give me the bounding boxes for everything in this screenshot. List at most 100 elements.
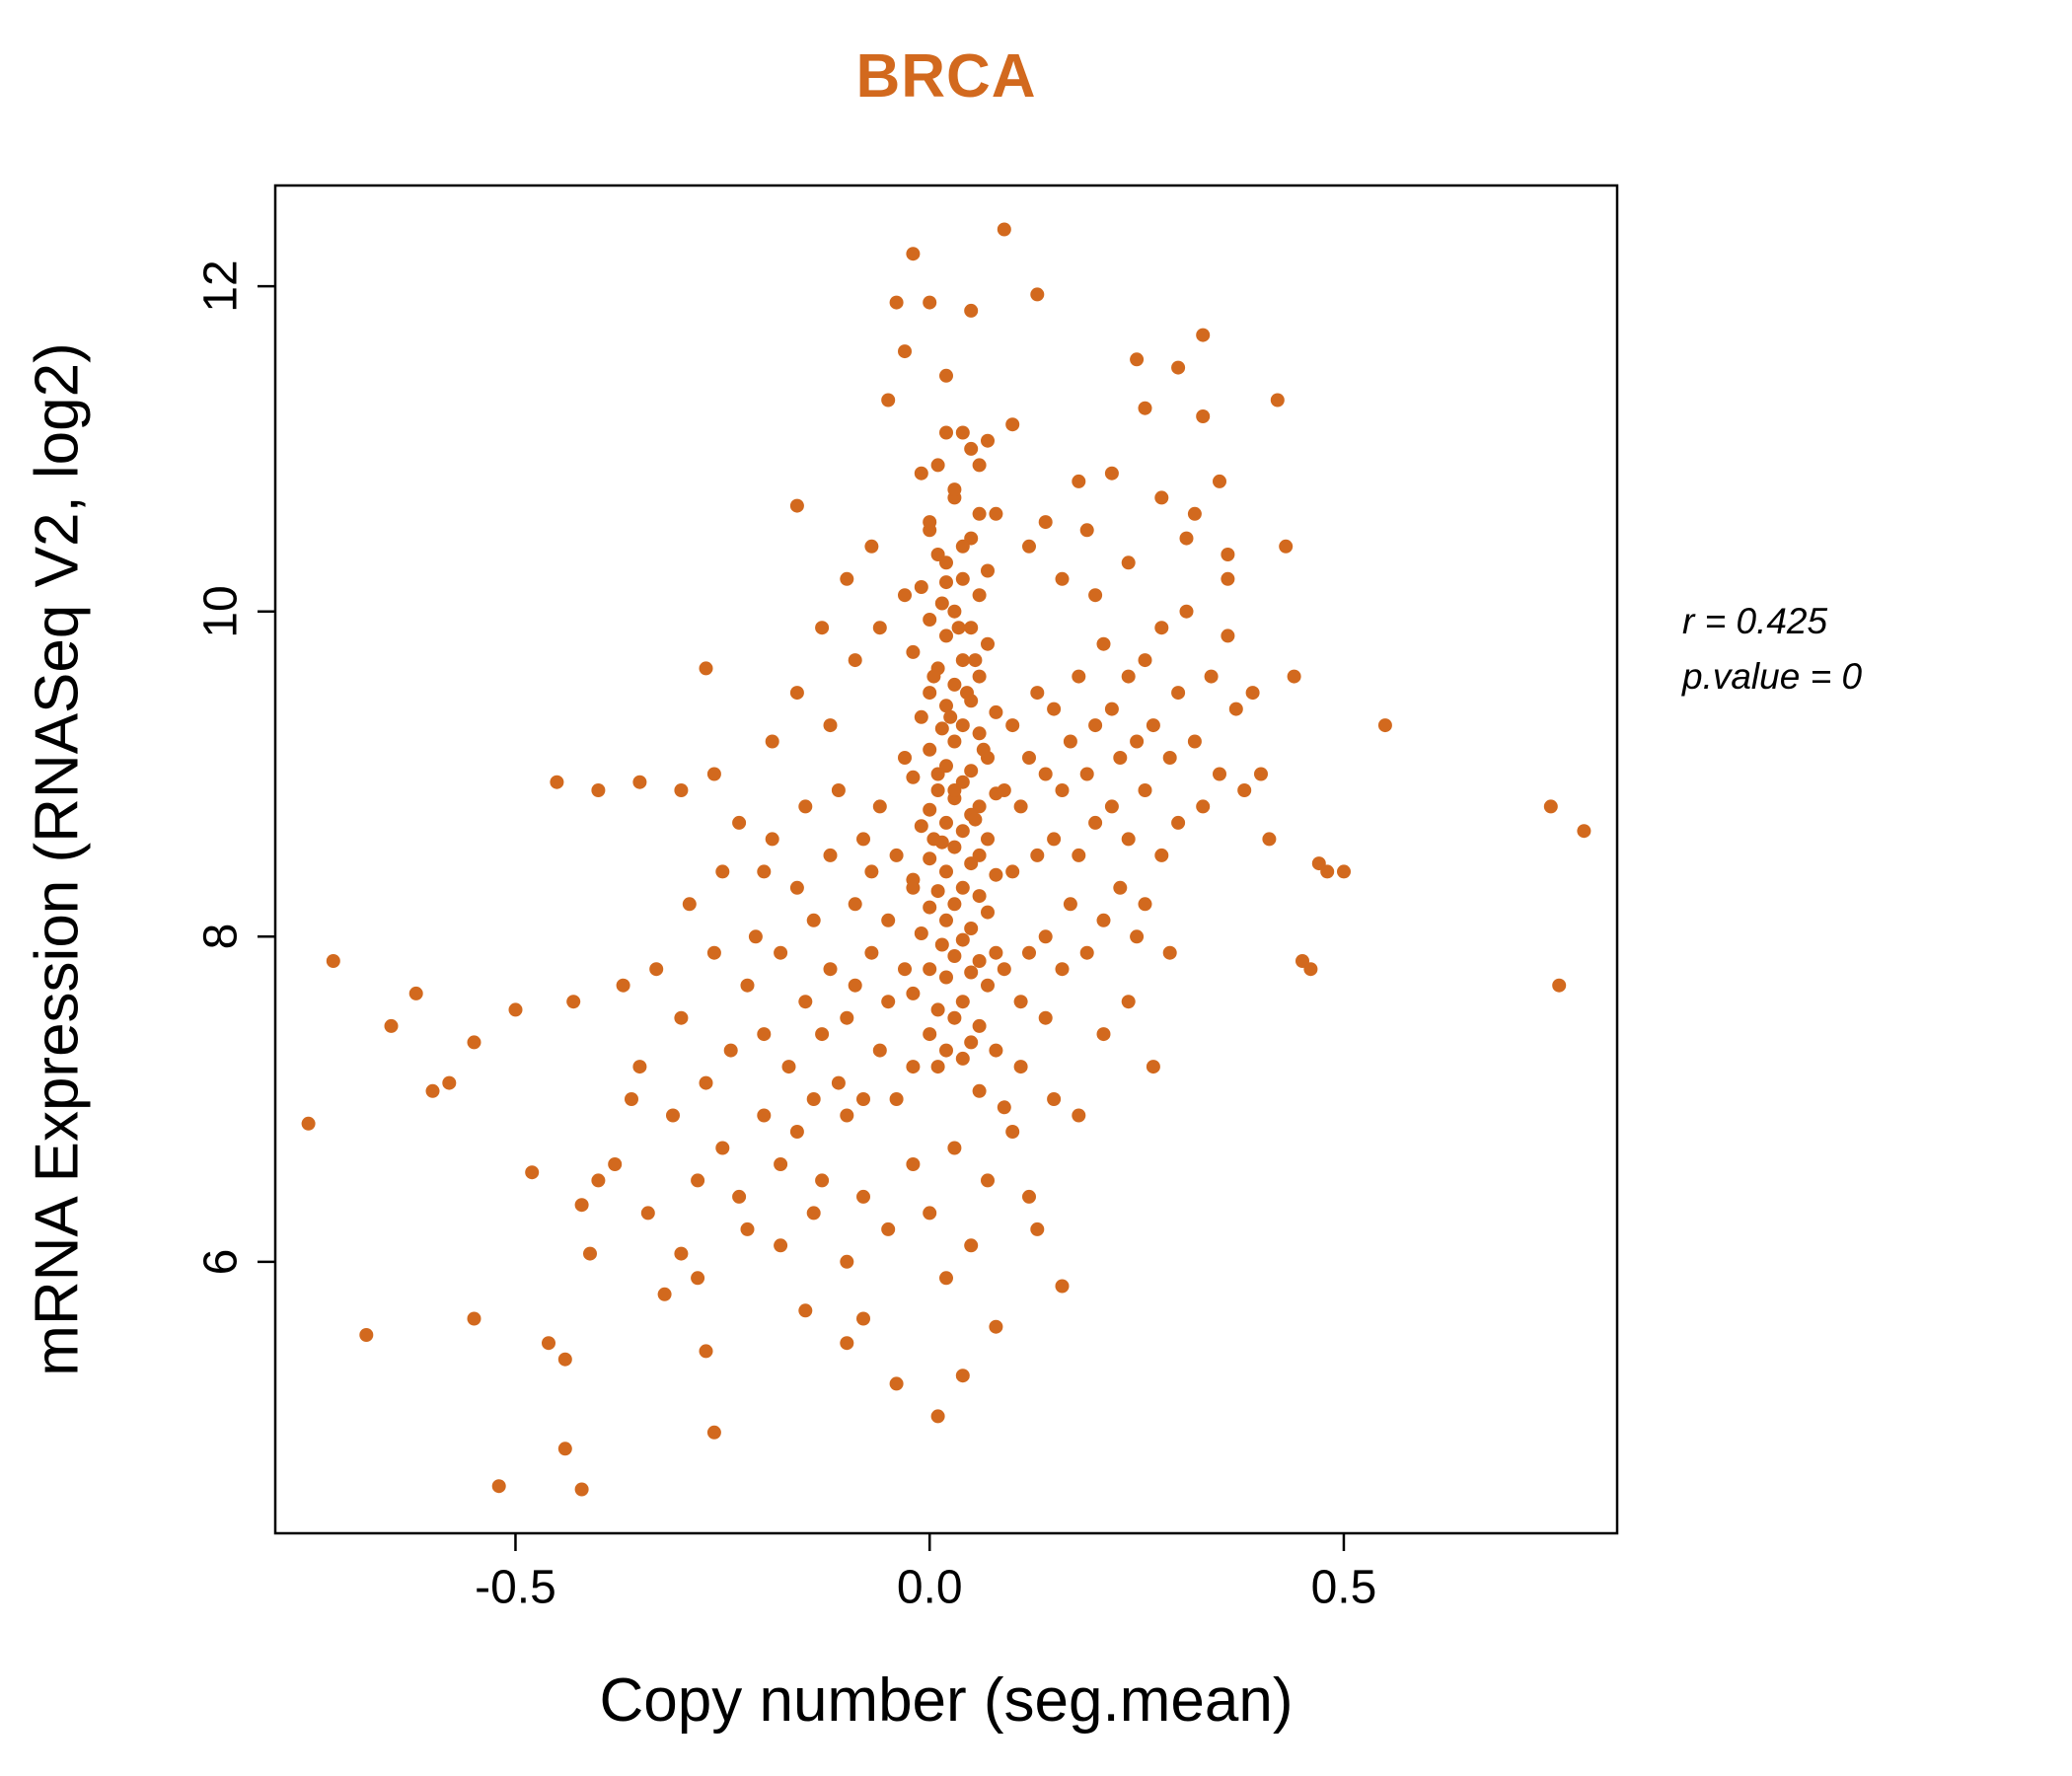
data-point bbox=[625, 1092, 638, 1106]
data-point bbox=[1171, 686, 1186, 701]
data-point bbox=[972, 506, 987, 521]
data-point bbox=[914, 709, 928, 724]
x-tick-label: 0.0 bbox=[896, 1561, 963, 1614]
data-point bbox=[923, 295, 937, 310]
data-point bbox=[898, 344, 912, 359]
data-point bbox=[981, 905, 995, 920]
data-point bbox=[1030, 848, 1045, 862]
data-point bbox=[706, 1425, 721, 1440]
data-point bbox=[723, 1043, 738, 1058]
data-point bbox=[898, 588, 912, 603]
data-point bbox=[939, 913, 953, 927]
y-axis-label: mRNA Expression (RNASeq V2, log2) bbox=[23, 342, 92, 1376]
data-point bbox=[1104, 702, 1119, 716]
data-point bbox=[781, 1060, 796, 1074]
data-point bbox=[997, 222, 1011, 237]
r-value-text: r = 0.425 bbox=[1682, 601, 1828, 641]
data-point bbox=[989, 1043, 1003, 1058]
data-point bbox=[923, 851, 937, 866]
data-point bbox=[1138, 783, 1152, 797]
data-point bbox=[955, 995, 970, 1009]
data-point bbox=[1228, 702, 1243, 716]
data-point bbox=[881, 995, 896, 1009]
data-point bbox=[864, 945, 879, 960]
data-point bbox=[972, 588, 987, 603]
data-point bbox=[1072, 848, 1086, 862]
data-point bbox=[939, 970, 953, 985]
data-point bbox=[1063, 897, 1077, 912]
data-point bbox=[715, 864, 730, 879]
data-point bbox=[1113, 880, 1128, 895]
data-point bbox=[632, 775, 647, 789]
data-point bbox=[930, 884, 945, 899]
data-point bbox=[1047, 832, 1062, 847]
data-point bbox=[856, 1311, 870, 1326]
data-point bbox=[732, 815, 747, 830]
data-point bbox=[699, 661, 713, 676]
data-point bbox=[1543, 799, 1558, 814]
data-point bbox=[1079, 523, 1094, 538]
data-point bbox=[976, 742, 991, 757]
data-point bbox=[972, 954, 987, 968]
data-point bbox=[997, 783, 1011, 797]
data-point bbox=[574, 1198, 589, 1213]
data-point bbox=[889, 1376, 904, 1391]
data-point bbox=[989, 945, 1003, 960]
data-point bbox=[1030, 1221, 1045, 1236]
data-point bbox=[939, 1043, 953, 1058]
plot-box bbox=[273, 184, 1619, 1535]
data-point bbox=[872, 799, 887, 814]
data-point bbox=[939, 368, 953, 383]
data-point bbox=[1005, 718, 1020, 733]
data-point bbox=[1055, 1279, 1070, 1294]
data-point bbox=[691, 1271, 705, 1286]
data-point bbox=[955, 718, 970, 733]
data-point bbox=[939, 425, 953, 440]
data-point bbox=[840, 1010, 854, 1025]
data-point bbox=[1055, 783, 1070, 797]
data-point bbox=[856, 1189, 870, 1204]
y-tick-label: 8 bbox=[194, 923, 248, 950]
correlation-annotation: r = 0.425 p.value = 0 bbox=[1682, 594, 1862, 704]
data-point bbox=[864, 864, 879, 879]
data-point bbox=[442, 1075, 457, 1090]
data-point bbox=[981, 433, 995, 448]
data-point bbox=[914, 819, 928, 834]
data-point bbox=[1121, 832, 1136, 847]
data-point bbox=[1022, 1189, 1036, 1204]
data-point bbox=[981, 832, 995, 847]
data-point bbox=[1138, 897, 1152, 912]
data-point bbox=[914, 926, 928, 940]
data-point bbox=[1055, 962, 1070, 977]
data-point bbox=[1088, 718, 1103, 733]
data-point bbox=[774, 1157, 788, 1171]
data-point bbox=[765, 832, 779, 847]
data-point bbox=[732, 1189, 747, 1204]
data-point bbox=[1279, 539, 1294, 554]
data-point bbox=[881, 913, 896, 927]
data-point bbox=[384, 1018, 399, 1033]
data-point bbox=[972, 889, 987, 904]
data-point bbox=[906, 880, 921, 895]
data-point bbox=[326, 954, 340, 968]
data-point bbox=[1213, 767, 1226, 781]
data-point bbox=[981, 563, 995, 578]
y-tick-label: 12 bbox=[194, 259, 248, 313]
data-point bbox=[1262, 832, 1277, 847]
data-point bbox=[1038, 515, 1053, 530]
data-point bbox=[798, 1303, 813, 1318]
data-point bbox=[906, 1060, 921, 1074]
data-point bbox=[955, 653, 970, 668]
data-point bbox=[542, 1336, 555, 1351]
data-point bbox=[923, 686, 937, 701]
data-point bbox=[1320, 864, 1335, 879]
data-point bbox=[1113, 751, 1128, 765]
data-point bbox=[815, 621, 830, 635]
data-point bbox=[964, 1238, 979, 1253]
data-point bbox=[930, 767, 945, 781]
data-point bbox=[972, 1083, 987, 1098]
data-point bbox=[1022, 945, 1036, 960]
data-point bbox=[989, 867, 1003, 882]
data-point bbox=[926, 832, 941, 847]
data-point bbox=[964, 856, 979, 871]
